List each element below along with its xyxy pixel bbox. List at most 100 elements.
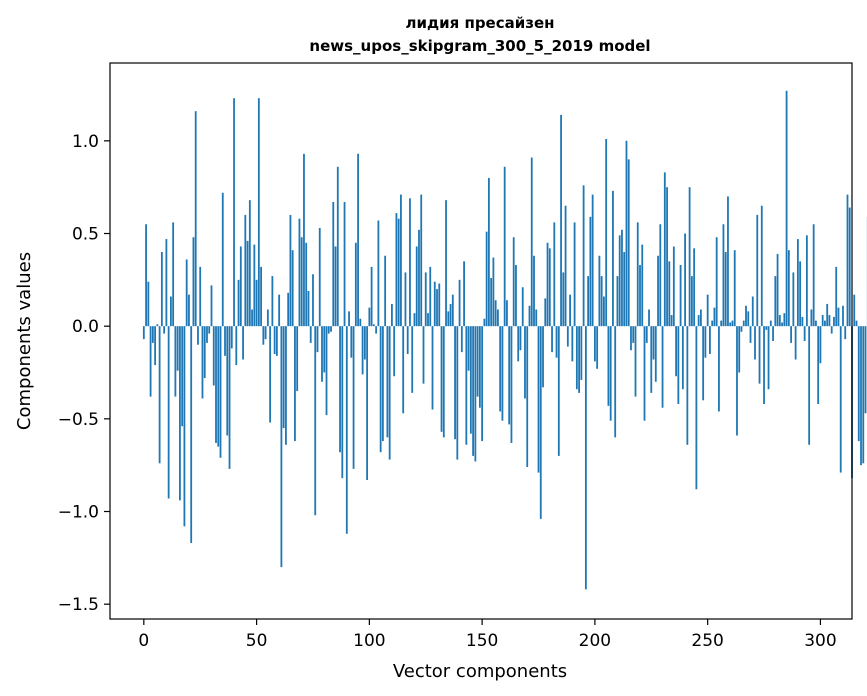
- bar: [749, 326, 752, 343]
- bar: [429, 266, 432, 327]
- bar: [339, 326, 341, 453]
- bar: [729, 322, 732, 327]
- bar: [183, 326, 186, 527]
- bar: [300, 237, 303, 327]
- bar: [643, 326, 646, 421]
- bar: [679, 265, 682, 327]
- bar: [706, 294, 709, 327]
- bar: [436, 289, 438, 327]
- bar: [731, 320, 734, 327]
- bar: [521, 287, 524, 327]
- bar: [215, 326, 217, 443]
- bar: [713, 307, 716, 327]
- bar: [537, 326, 540, 473]
- bar: [510, 326, 513, 443]
- bar: [634, 326, 637, 397]
- bar: [469, 326, 472, 434]
- bar: [501, 326, 504, 421]
- bar: [654, 326, 657, 382]
- bar: [641, 244, 644, 327]
- bar: [684, 233, 686, 327]
- bar: [285, 326, 287, 445]
- bar: [199, 266, 202, 327]
- x-tick-label: 200: [579, 631, 611, 651]
- bar: [325, 326, 328, 416]
- bar: [465, 326, 468, 445]
- bar: [548, 248, 551, 327]
- bar: [614, 326, 617, 438]
- bar: [675, 326, 677, 377]
- chart-title-line1: лидия пресайзен: [405, 14, 554, 32]
- bar: [751, 296, 754, 327]
- bar: [508, 326, 511, 425]
- bar: [699, 309, 702, 327]
- bar: [765, 326, 768, 330]
- bar: [271, 276, 274, 327]
- bar: [334, 246, 337, 327]
- bar: [808, 326, 811, 445]
- bar: [336, 166, 339, 327]
- bar: [393, 326, 396, 377]
- bar: [621, 229, 623, 327]
- bar: [384, 255, 387, 327]
- bar: [188, 294, 190, 327]
- bar: [181, 326, 184, 427]
- bar: [352, 326, 355, 469]
- bar: [830, 326, 833, 334]
- bar: [221, 192, 224, 327]
- bar: [269, 326, 272, 423]
- bar: [609, 326, 612, 421]
- bar: [298, 218, 301, 327]
- bar: [151, 326, 154, 343]
- bar: [693, 248, 696, 327]
- bar: [826, 303, 829, 327]
- bar: [774, 276, 777, 327]
- bar: [783, 313, 786, 327]
- bar: [230, 326, 233, 349]
- bar: [174, 326, 177, 397]
- bar: [179, 326, 181, 501]
- bar: [379, 326, 382, 453]
- bar: [828, 315, 831, 327]
- bar: [257, 98, 260, 327]
- bar: [206, 326, 208, 343]
- bar: [690, 276, 693, 327]
- bar: [803, 326, 806, 341]
- bar: [736, 326, 738, 436]
- bar: [481, 326, 484, 442]
- bar: [623, 252, 626, 327]
- bar: [596, 326, 599, 369]
- bar: [506, 300, 508, 327]
- y-tick-label: −0.5: [58, 410, 99, 430]
- bar: [524, 326, 526, 399]
- bar: [663, 172, 666, 327]
- bar: [603, 296, 605, 327]
- bar: [246, 240, 249, 327]
- bar: [747, 311, 750, 327]
- bar: [754, 326, 756, 360]
- bar: [235, 326, 238, 366]
- bar: [758, 326, 761, 384]
- bar: [582, 185, 585, 327]
- bar: [420, 194, 423, 327]
- bar: [454, 326, 456, 440]
- x-tick-label: 0: [138, 631, 149, 651]
- bar: [571, 326, 574, 362]
- y-tick-label: 1.0: [72, 132, 99, 152]
- bar: [580, 326, 583, 380]
- bar: [291, 250, 294, 327]
- bar: [557, 326, 560, 456]
- bar: [158, 326, 161, 464]
- bar: [485, 231, 488, 327]
- bar: [264, 326, 267, 340]
- bar: [467, 326, 470, 371]
- bar: [228, 326, 231, 469]
- y-axis-label: Components values: [14, 252, 35, 430]
- x-tick-label: 50: [246, 631, 268, 651]
- bar: [632, 326, 635, 343]
- bar: [307, 290, 310, 327]
- bar: [526, 326, 529, 468]
- bar: [544, 298, 547, 327]
- bar: [490, 277, 493, 327]
- bar: [266, 309, 269, 327]
